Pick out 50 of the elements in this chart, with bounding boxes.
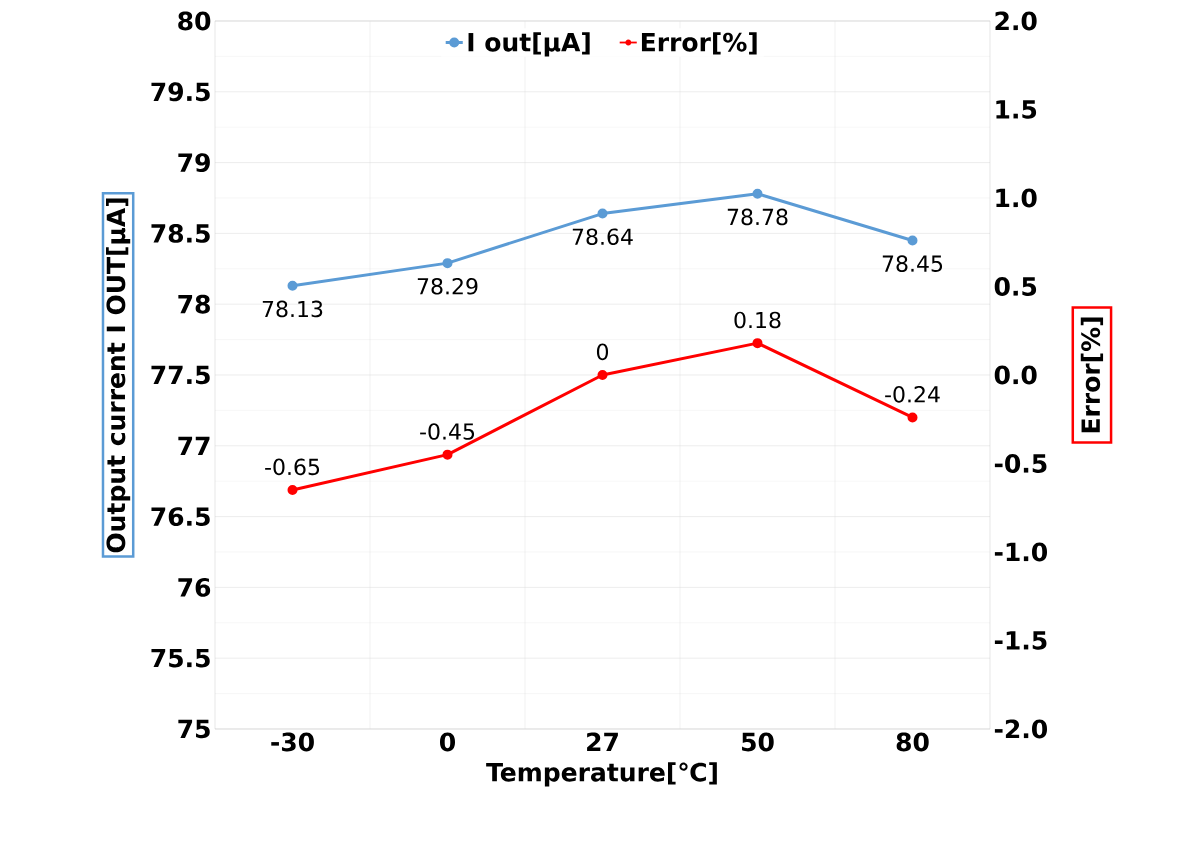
x-tick-label: 80 — [896, 732, 929, 752]
y2-axis-title: Error[%] — [1080, 317, 1104, 433]
y2-tick-label: -2.0 — [994, 719, 1048, 739]
y2-tick-label: -1.5 — [994, 631, 1047, 650]
point — [752, 338, 763, 349]
data-label: 78.13 — [262, 300, 323, 318]
y-tick-label: 79.5 — [151, 82, 210, 102]
point — [442, 258, 453, 269]
data-label: 78.64 — [572, 228, 633, 246]
y-tick-label: 76.5 — [151, 507, 210, 527]
data-label: 0.18 — [734, 311, 781, 329]
y-tick-label: 79 — [178, 153, 210, 173]
x-tick-label: -30 — [271, 732, 314, 752]
y-axis-title: Output current I OUT[μA] — [105, 198, 131, 553]
point — [287, 280, 298, 291]
data-label: 78.29 — [417, 277, 478, 295]
point — [442, 449, 453, 460]
x-tick-label: 50 — [742, 732, 774, 752]
data-label: -0.65 — [265, 458, 320, 476]
y2-tick-label: -0.5 — [994, 454, 1047, 473]
point — [752, 188, 763, 199]
legend-label: Error[%] — [641, 32, 757, 55]
y-tick-label: 80 — [178, 11, 211, 31]
data-label: 78.78 — [727, 208, 788, 226]
y-tick-label: 75 — [178, 719, 210, 739]
y2-tick-label: 1.5 — [996, 100, 1037, 119]
y-tick-label: 77 — [178, 436, 210, 455]
y-tick-label: 78 — [178, 294, 210, 314]
point — [597, 208, 608, 219]
legend-label: I out[μA] — [468, 32, 590, 57]
point — [907, 412, 918, 423]
y2-tick-label: 0.5 — [994, 277, 1037, 296]
x-tick-label: 27 — [587, 732, 618, 752]
point — [597, 369, 608, 380]
data-label: 0 — [596, 343, 609, 361]
y-tick-label: 76 — [178, 577, 211, 597]
y-tick-label: 78.5 — [151, 223, 210, 243]
data-label: -0.45 — [420, 423, 475, 440]
data-label: 78.45 — [882, 255, 943, 272]
x-tick-label: 0 — [440, 732, 456, 752]
x-axis-title: Temperature[℃] — [486, 762, 717, 787]
point — [907, 235, 918, 246]
y2-tick-label: -1.0 — [994, 542, 1048, 562]
y2-tick-label: 1.0 — [996, 188, 1037, 208]
y2-tick-label: 0.0 — [994, 365, 1037, 385]
data-label: -0.24 — [885, 386, 940, 403]
point — [287, 485, 298, 496]
y-tick-label: 75.5 — [151, 648, 210, 668]
y-tick-label: 77.5 — [151, 365, 210, 385]
y2-tick-label: 2.0 — [995, 11, 1037, 31]
